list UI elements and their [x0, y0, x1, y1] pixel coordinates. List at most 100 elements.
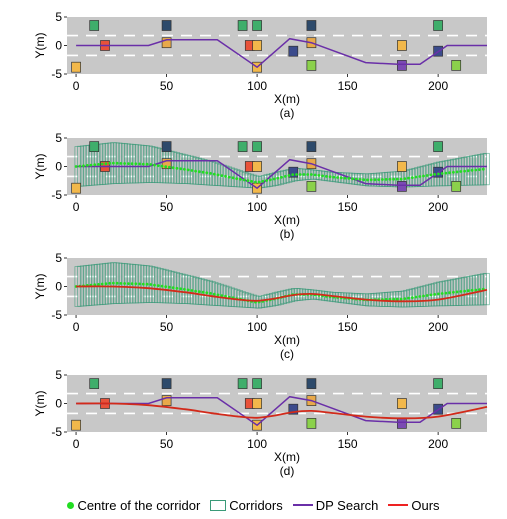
corridor-centre-point: [194, 289, 198, 293]
legend-dp-search-swatch: [292, 504, 313, 506]
y-axis-label: Y(m): [33, 33, 47, 59]
corridor-centre-point: [141, 162, 145, 166]
corridor-centre-point: [418, 175, 422, 178]
x-tick-label: 100: [247, 79, 267, 93]
corridor-centre-point: [216, 173, 220, 177]
obstacle: [161, 37, 172, 49]
corridor-centre-point: [268, 178, 272, 182]
x-tick-label: 0: [73, 79, 80, 93]
obstacle: [397, 418, 407, 429]
x-tick-label: 200: [428, 437, 448, 451]
x-tick-label: 200: [428, 200, 448, 214]
corridor-centre-point: [254, 180, 257, 184]
corridor-centre-point: [332, 175, 336, 179]
obstacle: [252, 40, 262, 51]
corridor-centre-point: [153, 163, 156, 167]
corridor-centre-point: [414, 175, 418, 179]
corridor-centre-point: [194, 169, 198, 173]
obstacle: [252, 378, 262, 389]
obstacle: [397, 40, 407, 51]
x-tick-label: 0: [73, 437, 80, 451]
obstacle: [288, 45, 299, 57]
corridor-centre-point: [351, 177, 354, 181]
corridor-centre-point: [373, 178, 377, 182]
obstacle: [288, 403, 299, 415]
corridor-centre-point: [115, 161, 119, 165]
corridor-centre-point: [183, 167, 186, 171]
corridor-centre-point: [108, 161, 112, 165]
corridor-centre-point: [201, 170, 205, 174]
corridor-centre-point: [78, 164, 82, 168]
x-tick-label: 0: [73, 200, 80, 214]
corridor-centre-point: [410, 176, 414, 180]
corridor-centre-point: [429, 173, 433, 177]
corridor-centre-point: [452, 290, 455, 294]
corridor-centre-point: [156, 284, 160, 287]
x-tick-label: 100: [247, 320, 267, 334]
obstacle: [433, 141, 443, 152]
corridor-centre-point: [201, 290, 205, 294]
corridor-centre-point: [276, 176, 280, 180]
corridor-centre-point: [440, 172, 444, 175]
corridor-centre-point: [134, 162, 138, 166]
corridor-centre-point: [197, 290, 201, 294]
corridor-centre-point: [123, 162, 126, 165]
corridor-centre-point: [399, 297, 403, 301]
x-tick-label: 50: [160, 200, 174, 214]
corridor-centre-point: [119, 162, 123, 165]
corridor-centre-point: [466, 169, 470, 173]
corridor-centre-point: [399, 177, 403, 181]
obstacle: [451, 181, 462, 192]
corridor-centre-point: [186, 168, 190, 172]
corridor-centre-point: [272, 177, 276, 181]
x-axis-label: X(m): [274, 333, 300, 347]
corridor-centre-point: [145, 282, 149, 286]
corridor-centre-point: [171, 286, 175, 290]
corridor-centre-point: [168, 285, 171, 289]
corridor-centre-point: [418, 295, 422, 298]
corridor-centre-point: [455, 170, 459, 174]
corridor-centre-point: [433, 173, 437, 176]
corridor-centre-point: [410, 296, 414, 299]
obstacle: [71, 182, 81, 194]
x-tick-label: 50: [160, 437, 174, 451]
corridor-centre-point: [134, 282, 138, 286]
corridor-centre-point: [463, 289, 466, 293]
corridor-centre-point: [246, 179, 250, 183]
x-axis-label: X(m): [274, 450, 300, 464]
legend-item-ours: Ours: [388, 498, 440, 513]
corridor-centre-point: [190, 289, 194, 292]
corridor-centre-point: [474, 168, 478, 172]
corridor-centre-point: [153, 283, 156, 287]
y-tick-label: 5: [55, 10, 62, 24]
corridor-centre-point: [369, 178, 373, 182]
corridor-centre-point: [220, 174, 224, 178]
obstacle: [252, 141, 262, 152]
corridor-centre-point: [205, 171, 209, 175]
corridor-centre-point: [126, 162, 130, 166]
corridor-centre-point: [209, 292, 212, 295]
corridor-centre-point: [478, 288, 481, 291]
obstacle: [161, 20, 172, 31]
corridor-centre-point: [175, 166, 179, 170]
corridor-centre-point: [239, 177, 242, 181]
corridor-centre-point: [93, 163, 97, 167]
x-tick-label: 100: [247, 437, 267, 451]
y-tick-label: 5: [55, 131, 62, 145]
corridor-centre-point: [306, 173, 310, 176]
corridor-centre-point: [93, 283, 97, 287]
corridor-centre-point: [164, 165, 168, 169]
y-axis-label: Y(m): [33, 391, 47, 417]
panel-label: (b): [280, 227, 295, 241]
x-tick-label: 200: [428, 320, 448, 334]
obstacle: [451, 418, 462, 429]
y-tick-label: 0: [55, 160, 62, 174]
corridor-centre-point: [298, 173, 302, 176]
obstacle: [397, 181, 407, 192]
obstacle: [161, 141, 172, 152]
corridor-centre-point: [82, 164, 85, 168]
corridor-centre-point: [115, 281, 119, 285]
